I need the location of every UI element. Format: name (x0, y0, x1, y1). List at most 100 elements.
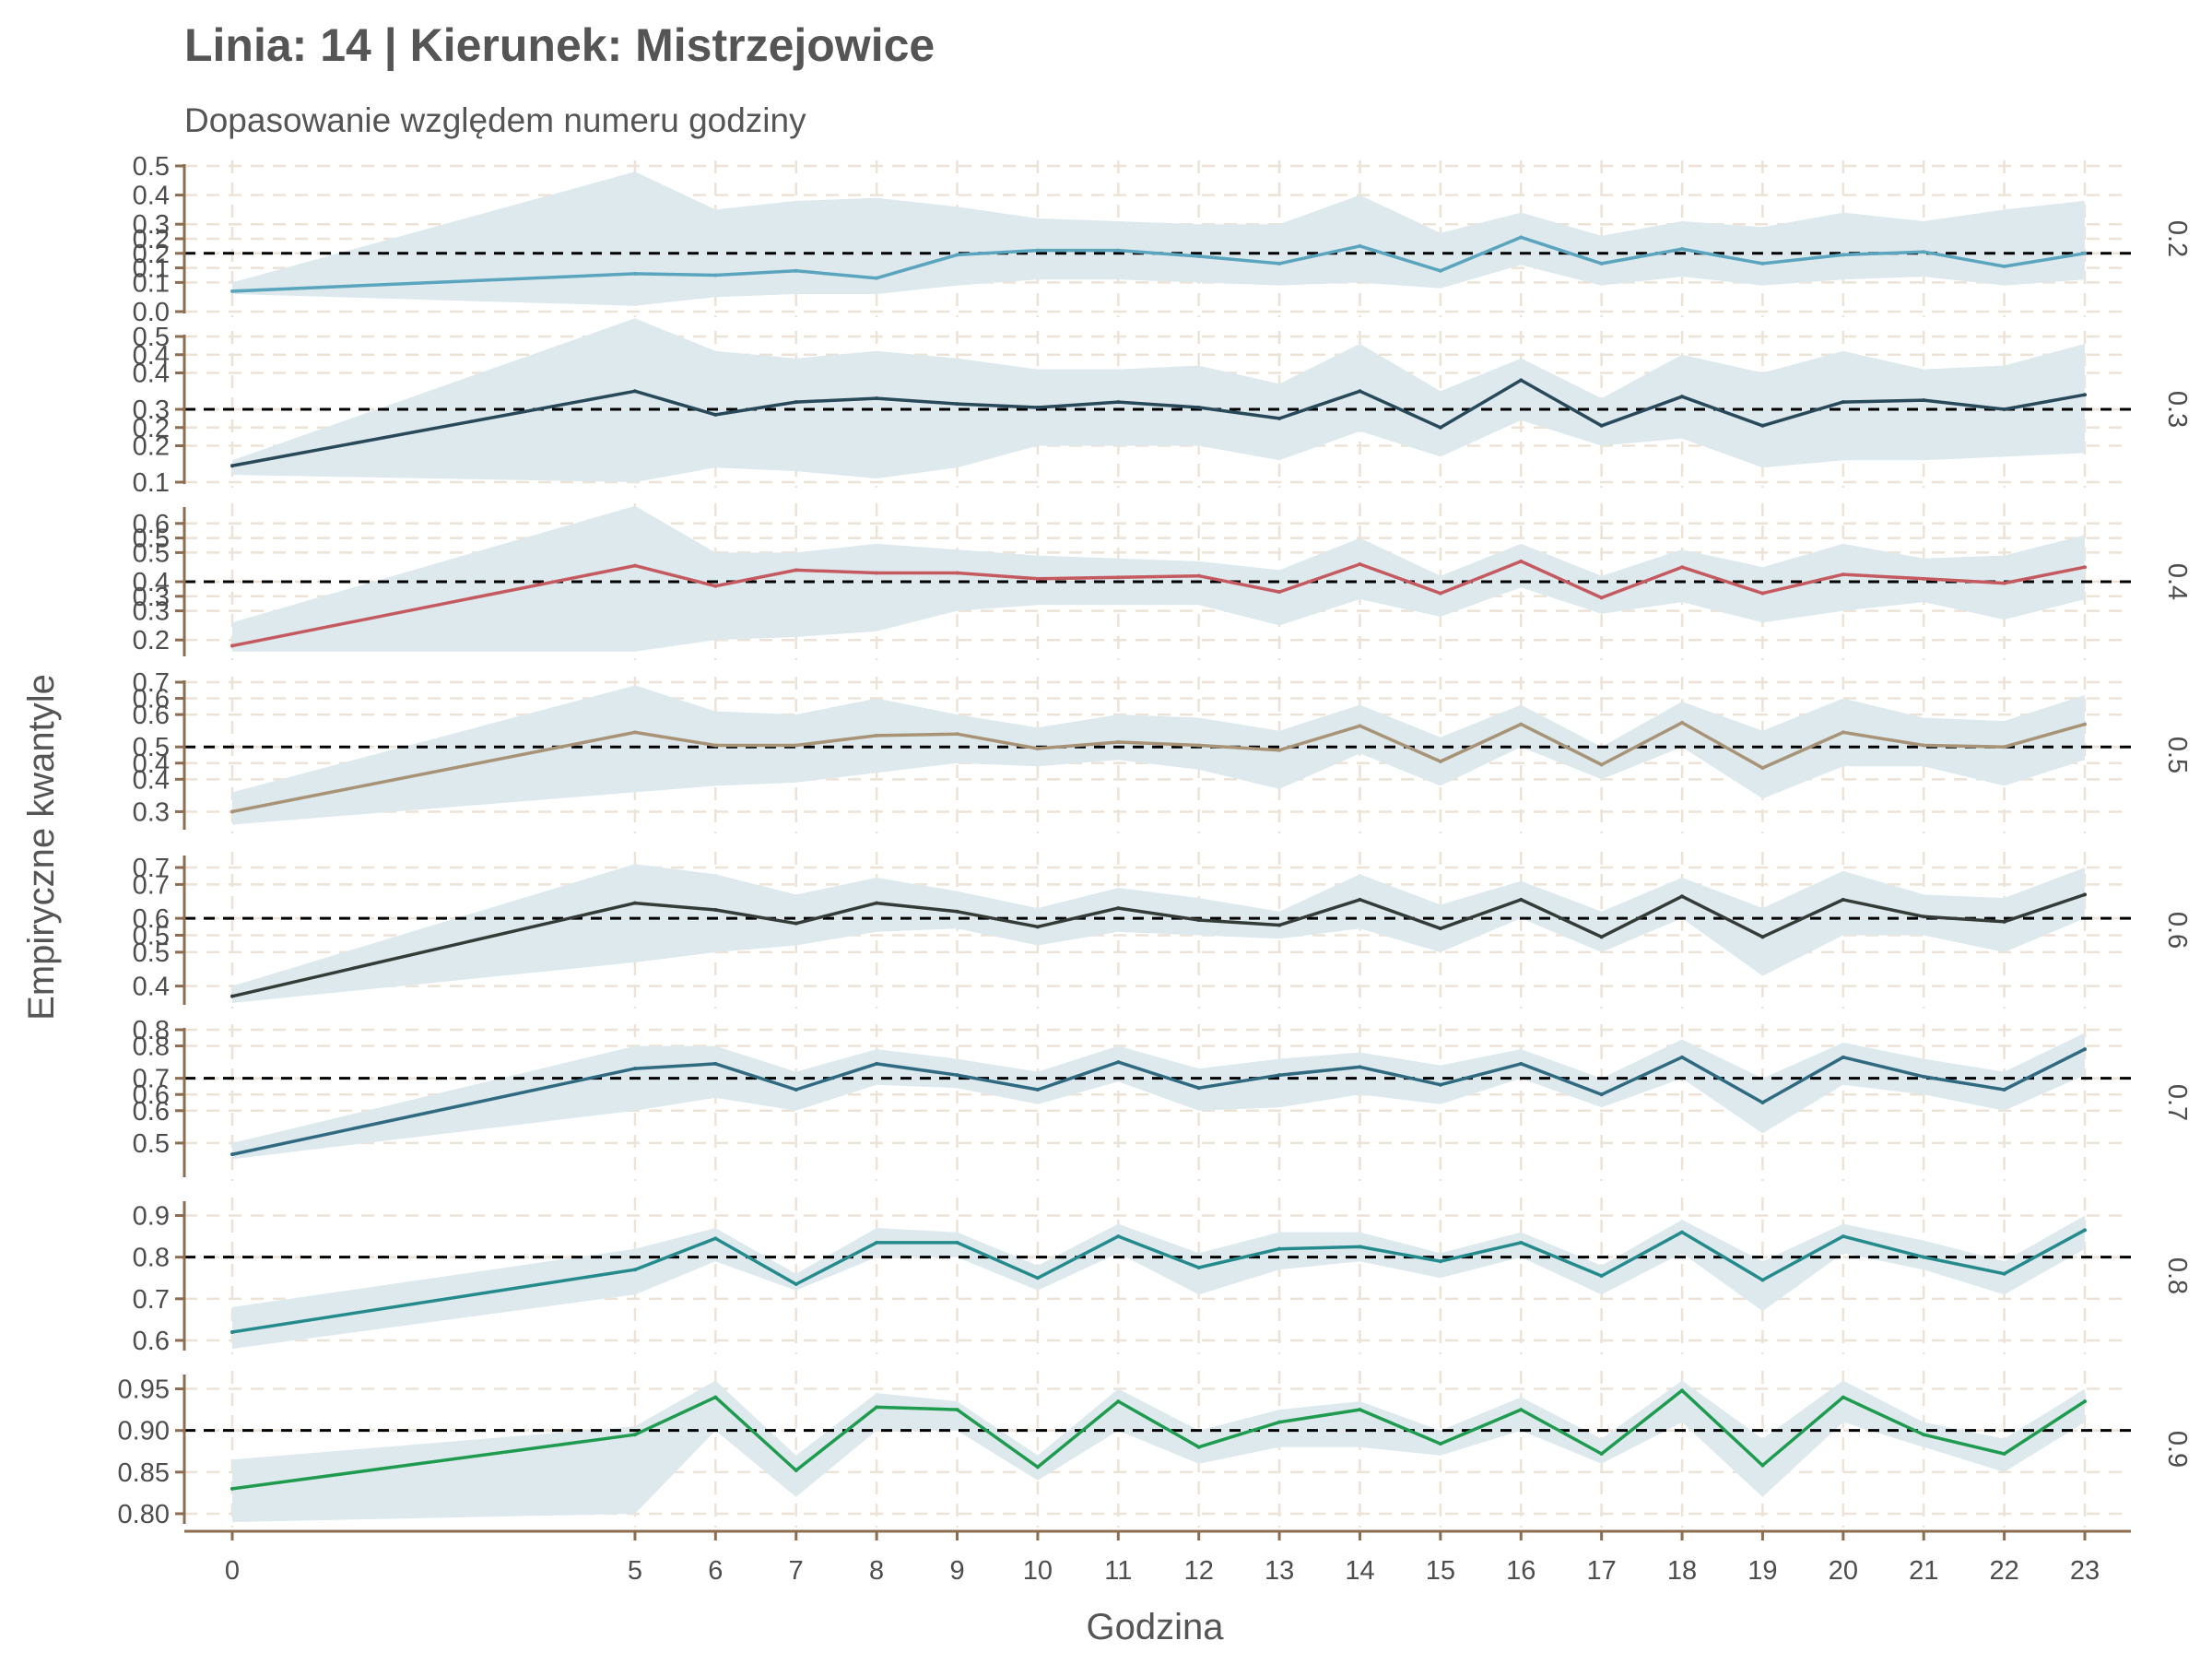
y-tick-label: 0.7 (133, 1285, 170, 1315)
data-point (1358, 1065, 1362, 1069)
data-point (1035, 1465, 1040, 1469)
data-point (1116, 1234, 1121, 1239)
data-point (632, 271, 637, 276)
series-line (231, 892, 2086, 998)
data-point (794, 921, 798, 926)
x-tick-label: 17 (1587, 1556, 1617, 1586)
data-point (1680, 565, 1685, 570)
data-point (1922, 743, 1926, 748)
data-point (875, 1405, 879, 1410)
data-point (632, 1268, 637, 1272)
data-point (1116, 906, 1121, 911)
data-point (1841, 1395, 1845, 1399)
x-tick-label: 19 (1747, 1556, 1777, 1586)
x-axis-title: Godzina (1087, 1607, 1225, 1647)
chart-title: Linia: 14 | Kierunek: Mistrzejowice (184, 19, 935, 72)
data-point (1035, 406, 1040, 410)
data-point (955, 732, 959, 737)
data-point (1519, 1408, 1524, 1412)
data-point (794, 743, 798, 748)
x-tick-label: 12 (1184, 1556, 1214, 1586)
data-point (2002, 265, 2006, 269)
data-point (1196, 573, 1201, 578)
y-tick-label: 0.6 (133, 510, 170, 539)
confidence-band (232, 1380, 2085, 1522)
panel-0.6: 0.40.50.50.60.70.70.6 (133, 852, 2192, 1009)
data-point (955, 1073, 959, 1078)
data-point (2083, 393, 2087, 397)
data-point (2083, 1399, 2087, 1404)
y-tick-label: 0.3 (133, 583, 170, 612)
y-tick-label: 0.6 (133, 701, 170, 730)
data-point (713, 907, 718, 912)
panel-0.7: 0.50.60.60.70.80.80.7 (133, 1016, 2192, 1181)
panel-0.4: 0.20.30.30.40.50.50.60.4 (133, 503, 2192, 660)
data-point (713, 412, 718, 417)
data-point (713, 743, 718, 748)
y-tick-label: 0.7 (133, 854, 170, 883)
panel-0.9: 0.80 0.85 0.90 0.95 0.9 (118, 1371, 2192, 1529)
series-line (231, 235, 2086, 293)
data-point (1196, 254, 1201, 258)
confidence-band (232, 864, 2085, 1003)
strip-label: 0.5 (2162, 737, 2192, 773)
data-point (230, 643, 234, 648)
data-point (794, 400, 798, 405)
data-point (1841, 1234, 1845, 1239)
data-point (1922, 398, 1926, 403)
x-tick-label: 15 (1426, 1556, 1455, 1586)
data-point (632, 1067, 637, 1071)
y-tick-label: 0.80 (118, 1500, 170, 1529)
y-tick-label: 0.5 (133, 922, 170, 951)
data-point (875, 733, 879, 738)
x-tick-label: 20 (1829, 1556, 1858, 1586)
data-point (875, 571, 879, 575)
data-point (1438, 926, 1442, 931)
data-point (230, 1329, 234, 1334)
data-point (1438, 425, 1442, 430)
y-tick-label: 0.8 (133, 1016, 170, 1045)
data-point (1599, 596, 1604, 600)
strip-label: 0.2 (2162, 220, 2192, 257)
data-point (2002, 407, 2006, 411)
data-point (230, 1152, 234, 1157)
data-point (1519, 1061, 1524, 1066)
y-tick-label: 0.4 (133, 341, 170, 371)
data-point (875, 1061, 879, 1066)
data-point (713, 273, 718, 277)
series-line (231, 1388, 2086, 1491)
data-point (1599, 762, 1604, 767)
confidence-band (232, 685, 2085, 825)
data-point (2002, 581, 2006, 585)
x-tick-label: 16 (1506, 1556, 1535, 1586)
data-point (955, 1408, 959, 1412)
data-point (713, 1395, 718, 1399)
data-point (1277, 416, 1282, 420)
panel-0.2: 0.00.10.10.20.20.30.40.50.2 (133, 152, 2192, 327)
data-point (230, 1486, 234, 1491)
y-tick-label: 0.5 (133, 152, 170, 182)
y-tick-label: 0.1 (133, 254, 170, 284)
data-point (955, 571, 959, 575)
y-tick-label: 0.7 (133, 668, 170, 698)
panel-0.3: 0.10.20.20.30.40.40.50.3 (133, 318, 2192, 498)
data-point (1599, 423, 1604, 428)
data-point (1358, 389, 1362, 394)
data-point (2002, 1451, 2006, 1456)
y-tick-label: 0.6 (133, 1327, 170, 1356)
y-tick-label: 0.5 (133, 733, 170, 762)
x-tick-label: 5 (628, 1556, 642, 1586)
x-tick-label: 6 (708, 1556, 723, 1586)
y-tick-label: 0.2 (133, 240, 170, 269)
data-point (1680, 1055, 1685, 1059)
data-point (632, 901, 637, 905)
series-line (231, 1228, 2086, 1334)
data-point (2083, 251, 2087, 255)
data-point (1841, 897, 1845, 902)
data-point (1599, 1092, 1604, 1097)
data-point (1760, 423, 1765, 428)
data-point (1599, 261, 1604, 266)
y-tick-label: 0.6 (133, 685, 170, 714)
